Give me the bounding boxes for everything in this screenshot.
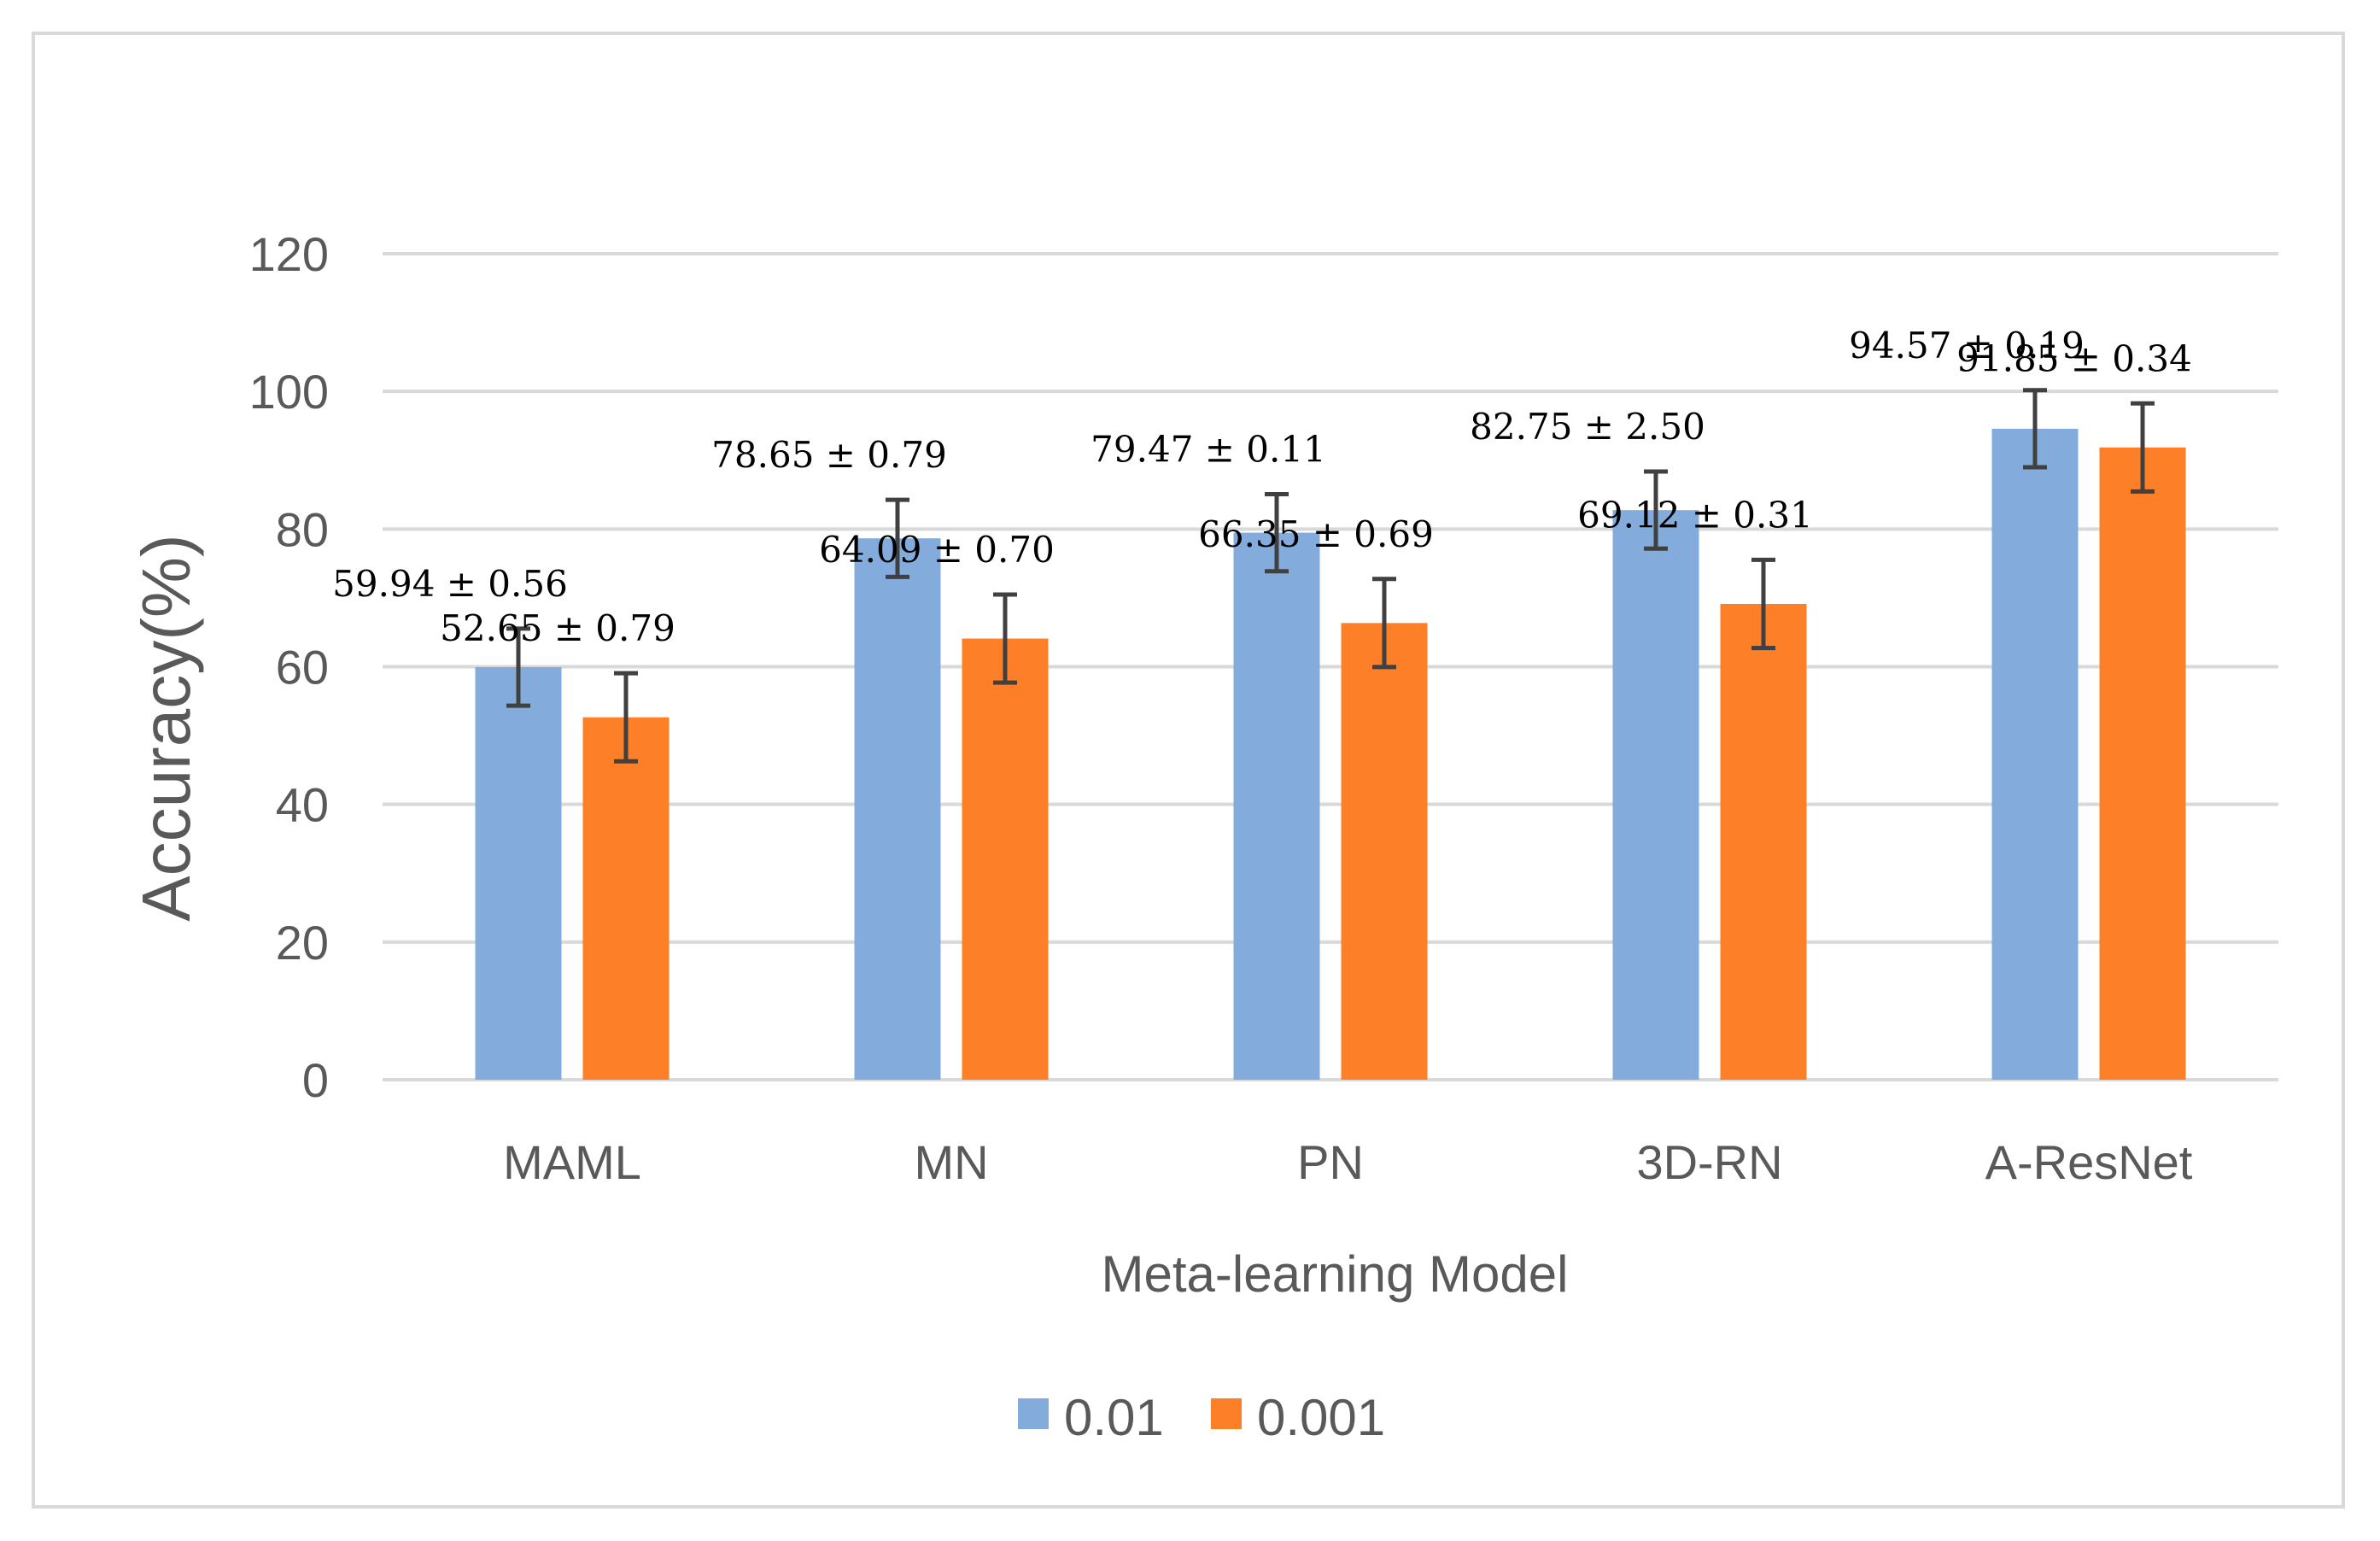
y-axis-title: Accuracy(%)	[128, 534, 204, 921]
bar-pn-0-001	[1341, 623, 1428, 1080]
chart-frame	[32, 32, 2345, 1509]
error-bar-maml-0-001	[614, 671, 638, 764]
data-label-a-resnet-0-001: 91.85 ± 0.34	[1956, 337, 2192, 379]
bar-a-resnet-0-001	[2099, 447, 2186, 1080]
gridlines	[383, 252, 2278, 1081]
data-label-mn-0-001: 64.09 ± 0.70	[819, 529, 1055, 571]
y-tick-label-100: 100	[249, 365, 329, 419]
data-label-pn-0-001: 66.35 ± 0.69	[1198, 513, 1434, 555]
error-bar-pn-0-01	[1265, 491, 1289, 574]
error-bar-maml-0-01	[506, 626, 530, 708]
bar-pn-0-01	[1233, 532, 1320, 1080]
data-label-3d-rn-0-01: 82.75 ± 2.50	[1470, 406, 1705, 448]
x-tick-label-pn: PN	[1297, 1135, 1364, 1189]
error-bar-mn-0-001	[993, 592, 1017, 685]
bar-a-resnet-0-01	[1991, 428, 2079, 1080]
bar-maml-0-01	[475, 666, 562, 1080]
error-bar-a-resnet-0-001	[2131, 401, 2155, 494]
bar-mn-0-01	[854, 538, 941, 1080]
legend-label-0-001: 0.001	[1257, 1389, 1385, 1446]
legend: 0.01 0.001	[1018, 1389, 1385, 1446]
x-axis-title: Meta-learning Model	[1102, 1245, 1569, 1303]
error-bar-mn-0-01	[886, 497, 909, 579]
y-tick-label-40: 40	[276, 778, 329, 832]
error-bar-3d-rn-0-001	[1751, 557, 1775, 651]
data-label-mn-0-01: 78.65 ± 0.79	[711, 434, 947, 476]
legend-label-0-01: 0.01	[1064, 1389, 1164, 1446]
x-tick-label-maml: MAML	[503, 1135, 641, 1189]
error-bar-a-resnet-0-01	[2023, 388, 2047, 470]
bar-mn-0-001	[962, 638, 1049, 1080]
bar-3d-rn-0-01	[1612, 510, 1699, 1080]
x-tick-label-3d-rn: 3D-RN	[1636, 1135, 1782, 1189]
y-tick-label-60: 60	[276, 641, 329, 694]
y-tick-label-120: 120	[249, 227, 329, 281]
error-bar-pn-0-001	[1372, 577, 1396, 670]
x-tick-label-mn: MN	[914, 1135, 988, 1189]
data-label-maml-0-01: 59.94 ± 0.56	[332, 563, 568, 605]
data-label-pn-0-01: 79.47 ± 0.11	[1091, 428, 1326, 470]
bar-3d-rn-0-001	[1720, 604, 1807, 1080]
data-label-3d-rn-0-001: 69.12 ± 0.31	[1577, 494, 1813, 536]
error-bars	[506, 388, 2155, 764]
data-label-maml-0-001: 52.65 ± 0.79	[440, 607, 675, 649]
legend-swatch-0-001	[1211, 1398, 1242, 1429]
x-tick-labels: MAML MN PN 3D-RN A-ResNet	[503, 1135, 2193, 1189]
y-tick-labels: 0 20 40 60 80 100 120	[249, 227, 329, 1107]
y-tick-label-20: 20	[276, 916, 329, 970]
x-tick-label-a-resnet: A-ResNet	[1985, 1135, 2193, 1189]
bar-maml-0-001	[582, 717, 670, 1080]
y-tick-label-80: 80	[276, 502, 329, 556]
bars	[475, 428, 2186, 1080]
error-bar-3d-rn-0-01	[1644, 469, 1668, 551]
data-label-a-resnet-0-01: 94.57 ± 0.19	[1849, 325, 2085, 366]
legend-swatch-0-01	[1018, 1398, 1049, 1429]
y-tick-label-0: 0	[302, 1053, 329, 1107]
